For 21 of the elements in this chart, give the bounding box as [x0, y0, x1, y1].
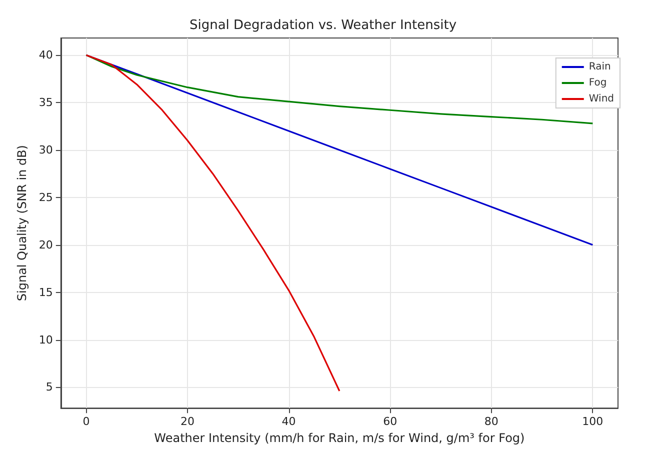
legend-label: Wind — [588, 94, 614, 104]
y-tick-label: 10 — [38, 333, 53, 346]
legend-label: Rain — [588, 62, 611, 72]
chart-title: Signal Degradation vs. Weather Intensity — [189, 18, 457, 33]
x-tick-label: 0 — [82, 415, 90, 428]
x-tick-label: 60 — [383, 415, 398, 428]
y-tick-label: 25 — [38, 190, 53, 204]
y-axis-title: Signal Quality (SNR in dB) — [15, 145, 29, 302]
y-tick-label: 20 — [38, 238, 53, 252]
y-tick-label: 5 — [46, 380, 53, 394]
y-tick-label: 30 — [38, 143, 53, 156]
y-tick-label: 35 — [38, 96, 53, 110]
y-tick-label: 15 — [38, 286, 53, 299]
x-tick-label: 80 — [484, 415, 498, 428]
legend-label: Fog — [588, 78, 607, 88]
x-tick-label: 40 — [282, 415, 296, 428]
x-tick-label: 20 — [180, 415, 195, 428]
x-axis-title: Weather Intensity (mm/h for Rain, m/s for Wind, g/m³ for Fog) — [154, 431, 525, 445]
line-series — [85, 54, 340, 392]
x-tick-label: 100 — [582, 415, 604, 428]
y-tick-label: 40 — [38, 48, 53, 62]
